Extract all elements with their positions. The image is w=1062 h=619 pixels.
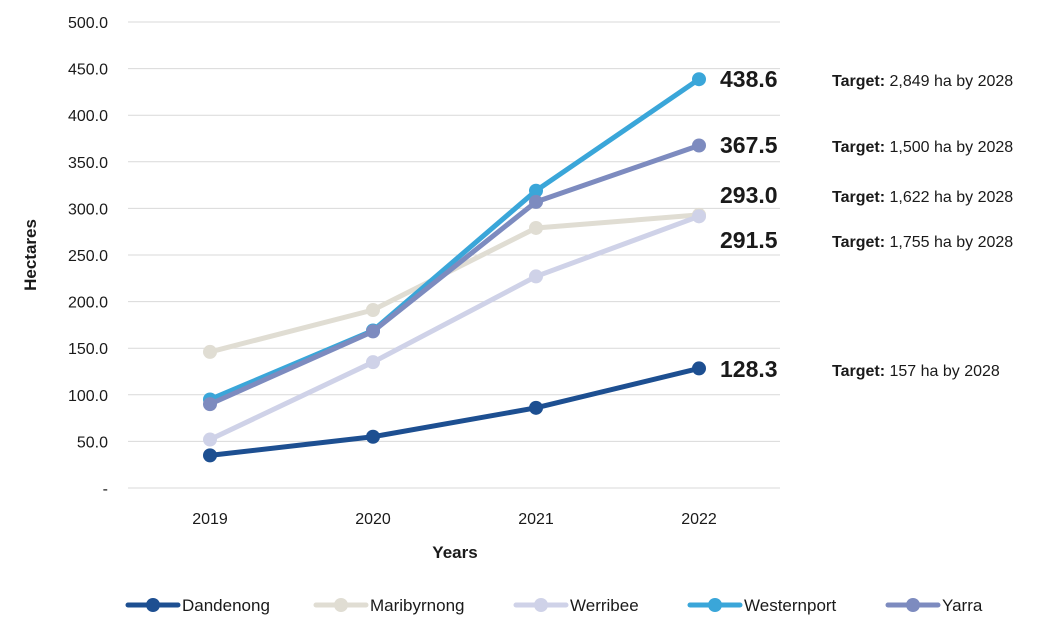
legend-label-yarra: Yarra xyxy=(942,596,983,615)
series-line-werribee xyxy=(207,213,702,443)
legend-label-dandenong: Dandenong xyxy=(182,596,270,615)
target-prefix: Target: xyxy=(832,234,885,251)
target-prefix: Target: xyxy=(832,189,885,206)
data-point-werribee xyxy=(529,269,543,284)
y-tick-label: 50.0 xyxy=(77,434,108,451)
data-point-werribee xyxy=(692,209,706,224)
x-axis-title: Years xyxy=(432,543,477,562)
x-tick-label: 2022 xyxy=(681,511,717,528)
y-tick-label: 400.0 xyxy=(68,108,108,125)
data-point-dandenong xyxy=(366,429,380,444)
legend-swatch-marker xyxy=(708,598,722,612)
legend-label-werribee: Werribee xyxy=(570,596,639,615)
y-tick-label: 100.0 xyxy=(68,388,108,405)
y-tick-label: 300.0 xyxy=(68,201,108,218)
end-label-yarra: 367.5 xyxy=(720,132,778,158)
series-line-yarra xyxy=(207,142,702,407)
legend-swatch-marker xyxy=(534,598,548,612)
data-point-dandenong xyxy=(203,448,217,463)
series-lines xyxy=(203,72,706,463)
y-tick-label: 250.0 xyxy=(68,248,108,265)
y-tick-label: 200.0 xyxy=(68,295,108,312)
end-label-dandenong: 128.3 xyxy=(720,356,778,382)
series-line-dandenong xyxy=(207,365,702,458)
data-point-yarra xyxy=(366,324,380,339)
target-text: 2,849 ha by 2028 xyxy=(885,73,1013,90)
y-tick-label: 500.0 xyxy=(68,15,108,32)
target-label-werribee: Target: 1,755 ha by 2028 xyxy=(832,234,1013,251)
data-point-maribyrnong xyxy=(529,220,543,235)
legend-label-westernport: Westernport xyxy=(744,596,837,615)
legend-swatch-marker xyxy=(334,598,348,612)
target-label-maribyrnong: Target: 1,622 ha by 2028 xyxy=(832,189,1013,206)
series-line-maribyrnong xyxy=(207,212,702,355)
end-label-werribee: 291.5 xyxy=(720,227,778,253)
target-label-westernport: Target: 2,849 ha by 2028 xyxy=(832,73,1013,90)
x-tick-label: 2021 xyxy=(518,511,554,528)
target-label-dandenong: Target: 157 ha by 2028 xyxy=(832,363,1000,380)
x-tick-label: 2020 xyxy=(355,511,391,528)
y-tick-label: - xyxy=(103,481,108,498)
data-point-werribee xyxy=(366,355,380,370)
target-text: 1,500 ha by 2028 xyxy=(885,139,1013,156)
target-prefix: Target: xyxy=(832,363,885,380)
legend-swatch-marker xyxy=(906,598,920,612)
end-label-maribyrnong: 293.0 xyxy=(720,182,778,208)
data-point-yarra xyxy=(692,138,706,153)
y-axis-ticks: - 50.0 100.0 150.0 200.0 250.0 300.0 350.0 400.0… xyxy=(68,15,108,498)
data-point-maribyrnong xyxy=(366,302,380,317)
legend-label-maribyrnong: Maribyrnong xyxy=(370,596,465,615)
data-point-maribyrnong xyxy=(203,344,217,359)
legend-swatch-marker xyxy=(146,598,160,612)
data-point-werribee xyxy=(203,432,217,447)
target-text: 1,755 ha by 2028 xyxy=(885,234,1013,251)
x-tick-label: 2019 xyxy=(192,511,228,528)
data-point-dandenong xyxy=(529,400,543,415)
series-line-westernport xyxy=(207,76,702,402)
legend: Dandenong Maribyrnong Werribee Westernport Y… xyxy=(125,596,983,615)
target-text: 157 ha by 2028 xyxy=(885,363,1000,380)
x-axis-ticks: 2019 2020 2021 2022 xyxy=(192,511,717,528)
target-text: 1,622 ha by 2028 xyxy=(885,189,1013,206)
target-prefix: Target: xyxy=(832,139,885,156)
y-axis-title: Hectares xyxy=(21,219,40,291)
data-point-westernport xyxy=(692,72,706,87)
y-tick-label: 450.0 xyxy=(68,62,108,79)
data-point-dandenong xyxy=(692,361,706,376)
y-tick-label: 350.0 xyxy=(68,155,108,172)
end-label-westernport: 438.6 xyxy=(720,66,778,92)
data-point-yarra xyxy=(529,194,543,209)
data-point-yarra xyxy=(203,397,217,412)
data-point-westernport xyxy=(529,183,543,198)
end-labels: 128.3 Target: 157 ha by 2028 293.0 Target: … xyxy=(720,66,1013,382)
y-tick-label: 150.0 xyxy=(68,341,108,358)
target-prefix: Target: xyxy=(832,73,885,90)
target-label-yarra: Target: 1,500 ha by 2028 xyxy=(832,139,1013,156)
